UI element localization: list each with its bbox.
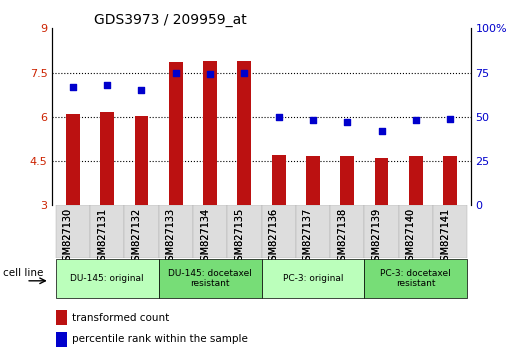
Bar [193, 205, 227, 258]
Bar [134, 116, 149, 205]
Text: GSM827138: GSM827138 [337, 208, 347, 267]
Text: GSM827130: GSM827130 [63, 208, 73, 267]
Text: GSM827131: GSM827131 [97, 208, 107, 267]
Point [446, 116, 454, 121]
Point [69, 84, 77, 90]
Bar [306, 156, 320, 205]
Text: GSM827138: GSM827138 [337, 208, 347, 267]
Text: GSM827131: GSM827131 [97, 208, 107, 267]
Point [343, 119, 351, 125]
Bar [55, 332, 67, 347]
Text: GSM827139: GSM827139 [371, 208, 382, 267]
Text: GSM827137: GSM827137 [303, 208, 313, 267]
Bar [365, 259, 467, 298]
Text: GSM827130: GSM827130 [63, 208, 73, 267]
Text: GSM827140: GSM827140 [406, 208, 416, 267]
Text: GSM827135: GSM827135 [234, 208, 244, 267]
Text: GSM827134: GSM827134 [200, 208, 210, 267]
Text: GSM827137: GSM827137 [303, 208, 313, 267]
Bar [365, 205, 399, 258]
Bar [409, 156, 423, 205]
Point [378, 128, 386, 134]
Point [137, 87, 145, 93]
Text: GSM827132: GSM827132 [131, 208, 141, 267]
Bar [100, 113, 114, 205]
Bar [90, 205, 124, 258]
Text: DU-145: original: DU-145: original [71, 274, 144, 283]
Bar [158, 205, 193, 258]
Bar [66, 114, 79, 205]
Bar [296, 205, 330, 258]
Text: DU-145: docetaxel
resistant: DU-145: docetaxel resistant [168, 269, 252, 289]
Text: percentile rank within the sample: percentile rank within the sample [72, 335, 247, 344]
Point [172, 70, 180, 75]
Bar [272, 155, 286, 205]
Text: GSM827139: GSM827139 [371, 208, 382, 267]
Bar [340, 156, 354, 205]
Bar [330, 205, 365, 258]
Bar [55, 310, 67, 325]
Text: GSM827140: GSM827140 [406, 208, 416, 267]
Text: GSM827135: GSM827135 [234, 208, 244, 267]
Text: cell line: cell line [3, 268, 43, 278]
Point [275, 114, 283, 120]
Bar [237, 61, 251, 205]
Bar [374, 158, 389, 205]
Text: transformed count: transformed count [72, 313, 169, 323]
Point [309, 118, 317, 123]
Bar [262, 205, 296, 258]
Bar [433, 205, 467, 258]
Bar [56, 205, 90, 258]
Text: GSM827136: GSM827136 [269, 208, 279, 267]
Bar [124, 205, 158, 258]
Text: PC-3: original: PC-3: original [283, 274, 343, 283]
Bar [227, 205, 262, 258]
Text: GSM827133: GSM827133 [166, 208, 176, 267]
Bar [169, 62, 183, 205]
Point [412, 118, 420, 123]
Text: GSM827132: GSM827132 [131, 208, 141, 267]
Bar [56, 259, 158, 298]
Point [206, 72, 214, 77]
Bar [158, 259, 262, 298]
Text: PC-3: docetaxel
resistant: PC-3: docetaxel resistant [380, 269, 451, 289]
Bar [444, 156, 457, 205]
Point [240, 70, 248, 75]
Text: GSM827134: GSM827134 [200, 208, 210, 267]
Bar [399, 205, 433, 258]
Text: GSM827136: GSM827136 [269, 208, 279, 267]
Text: GDS3973 / 209959_at: GDS3973 / 209959_at [94, 13, 247, 27]
Bar [203, 61, 217, 205]
Text: GSM827133: GSM827133 [166, 208, 176, 267]
Bar [262, 259, 365, 298]
Text: GSM827141: GSM827141 [440, 208, 450, 267]
Point [103, 82, 111, 88]
Text: GSM827141: GSM827141 [440, 208, 450, 267]
